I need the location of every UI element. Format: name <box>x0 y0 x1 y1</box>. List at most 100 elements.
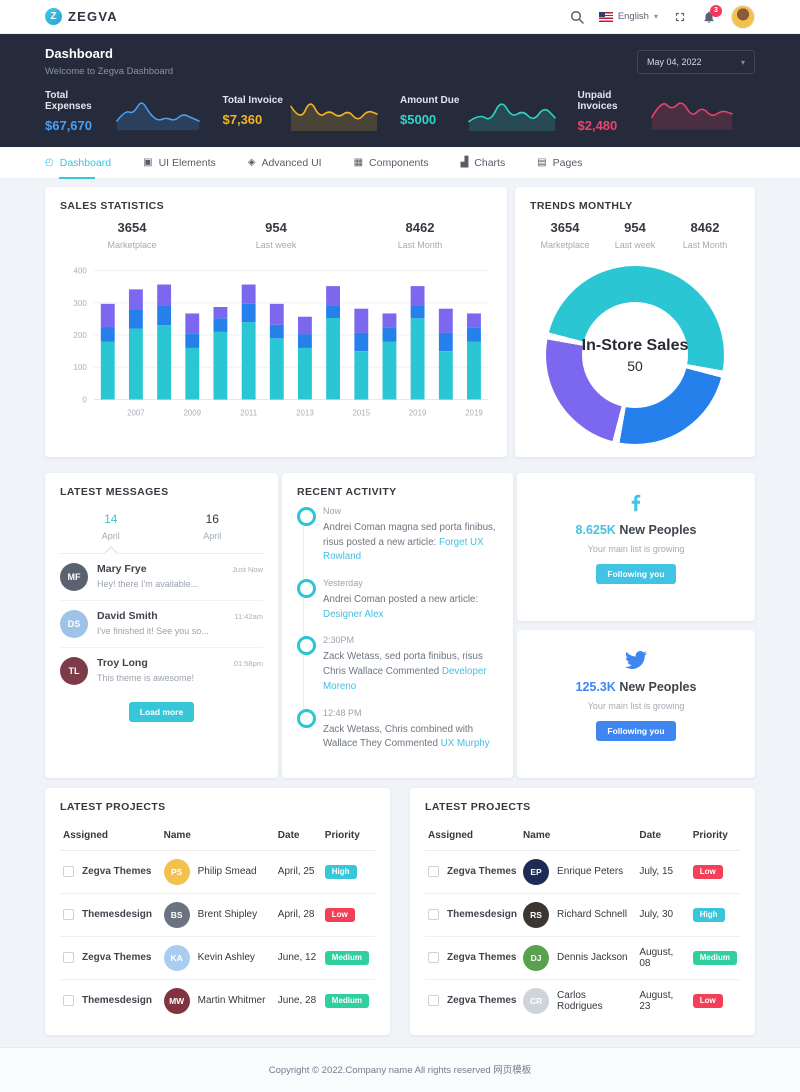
following-you-button[interactable]: Following you <box>596 720 676 741</box>
summary-value: 954 <box>265 220 287 235</box>
card-title: LATEST MESSAGES <box>60 486 169 498</box>
activity-link[interactable]: UX Murphy <box>440 738 490 750</box>
message-date-tab[interactable]: 16 April <box>162 512 264 541</box>
row-checkbox[interactable] <box>63 866 74 878</box>
activity-link[interactable]: Developer Moreno <box>323 666 487 692</box>
stat-label: Amount Due <box>400 95 460 106</box>
column-header: Priority <box>689 820 740 851</box>
message-preview: I've finished it! See you so... <box>97 626 209 636</box>
nav-tab[interactable]: ▣ UI Elements <box>143 147 216 178</box>
row-checkbox[interactable] <box>428 866 439 878</box>
twitter-card: 125.3K New Peoples Your main list is gro… <box>517 629 755 778</box>
nav-tab[interactable]: ▟ Charts <box>461 147 506 178</box>
row-checkbox[interactable] <box>428 909 439 921</box>
main-nav-tabs: ◴ Dashboard ▣ UI Elements ◈ Advanced UI … <box>0 147 800 179</box>
page-subtitle: Welcome to Zegva Dashboard <box>45 66 174 77</box>
avatar: RS <box>523 901 550 928</box>
ui-elements-icon: ▣ <box>143 157 153 168</box>
trends-monthly-card: TRENDS MONTHLY 3654 Marketplace 954 Last… <box>515 187 755 457</box>
brand-name: ZEGVA <box>68 9 118 24</box>
date-select[interactable]: May 04, 2022 ▾ <box>637 50 755 74</box>
stat-label: Total Expenses <box>45 89 92 112</box>
nav-tab[interactable]: ◴ Dashboard <box>45 147 111 179</box>
assigned-label: Zegva Themes <box>82 866 152 878</box>
priority-badge: High <box>692 907 725 922</box>
search-icon[interactable] <box>570 10 584 24</box>
svg-text:2019: 2019 <box>409 408 427 417</box>
message-list-item[interactable]: MF Mary Frye Just Now Hey! there I'm ava… <box>60 554 263 601</box>
facebook-card: 8.625K New Peoples Your main list is gro… <box>517 473 755 621</box>
priority-badge: Low <box>324 907 355 922</box>
row-checkbox[interactable] <box>63 909 74 921</box>
row-checkbox[interactable] <box>428 995 439 1007</box>
summary-value: 3654 <box>550 220 580 235</box>
svg-text:200: 200 <box>74 331 88 340</box>
table-row: Zegva Themes EP Enrique Peters July, 15 L… <box>425 849 740 894</box>
message-sender: David Smith <box>97 610 158 622</box>
notifications-bell[interactable]: 3 <box>702 4 722 24</box>
tab-day: 14 <box>104 512 118 526</box>
activity-text-body: Zack Wetass, sed porta finibus, risus Ch… <box>323 651 483 678</box>
advanced-ui-icon: ◈ <box>247 157 256 168</box>
assigned-label: Zegva Themes <box>82 952 152 964</box>
activity-text-body: Zack Wetass, Chris combined with Wallace… <box>323 723 474 750</box>
messages-list: MF Mary Frye Just Now Hey! there I'm ava… <box>60 554 263 694</box>
user-avatar[interactable] <box>731 4 755 29</box>
stat-sparkline-chart <box>116 102 201 131</box>
pages-icon: ▤ <box>537 157 547 168</box>
message-list-item[interactable]: TL Troy Long 01:58pm This theme is aweso… <box>60 648 263 694</box>
message-date-tab[interactable]: 14 April <box>60 512 162 541</box>
social-subtitle: Your main list is growing <box>587 544 685 554</box>
date-select-value: May 04, 2022 <box>647 57 702 67</box>
footer: Copyright © 2022.Company name All rights… <box>0 1046 800 1092</box>
load-more-button[interactable]: Load more <box>128 702 195 722</box>
activity-text-body: Andrei Coman posted a new article: <box>323 594 479 606</box>
activity-link[interactable]: Forget UX Rowland <box>323 536 484 563</box>
assigned-label: Zegva Themes <box>447 866 517 878</box>
card-title: SALES STATISTICS <box>60 200 165 212</box>
brand-logo[interactable]: Z ZEGVA <box>45 8 118 25</box>
summary-stat: 3654 Marketplace <box>530 220 600 250</box>
brand-logo-icon: Z <box>45 8 62 25</box>
summary-value: 3654 <box>117 220 147 235</box>
trends-donut-chart: In-Store Sales 50 <box>546 266 724 444</box>
svg-text:0: 0 <box>82 395 87 404</box>
summary-stat: 954 Last week <box>600 220 670 250</box>
copyright-text: Copyright © 2022.Company name All rights… <box>268 1064 532 1076</box>
activity-time: 2:30PM <box>323 635 355 646</box>
nav-tab[interactable]: ▦ Components <box>354 147 429 178</box>
fullscreen-icon[interactable] <box>673 10 687 24</box>
card-title: TRENDS MONTHLY <box>530 200 633 212</box>
message-list-item[interactable]: DS David Smith 11:42am I've finished it!… <box>60 601 263 648</box>
tab-month: April <box>101 531 120 541</box>
svg-text:2007: 2007 <box>127 408 145 417</box>
person-name: Carlos Rodrigues <box>557 989 603 1012</box>
activity-link[interactable]: Designer Alex <box>323 608 384 620</box>
social-stat-value: 8.625K <box>575 523 616 537</box>
avatar: MF <box>60 563 88 591</box>
row-checkbox[interactable] <box>63 952 74 964</box>
row-checkbox[interactable] <box>63 995 74 1007</box>
trends-summary: 3654 Marketplace 954 Last week 8462 Last… <box>530 220 740 250</box>
tab-label: Advanced UI <box>261 156 322 169</box>
column-header: Name <box>160 820 275 851</box>
nav-tab[interactable]: ▤ Pages <box>537 147 582 178</box>
row-checkbox[interactable] <box>428 952 439 964</box>
summary-stat: 8462 Last Month <box>348 220 492 250</box>
stat-sparkline-chart <box>290 103 378 131</box>
page-title: Dashboard <box>45 46 113 61</box>
summary-value: 8462 <box>690 220 720 235</box>
avatar: KA <box>163 944 190 971</box>
language-dropdown[interactable]: English ▾ <box>598 11 658 22</box>
dashboard-icon: ◴ <box>45 157 54 168</box>
card-title: LATEST PROJECTS <box>60 800 166 813</box>
activity-item: 2:30PM Zack Wetass, sed porta finibus, r… <box>297 635 498 709</box>
following-you-button[interactable]: Following you <box>596 564 676 584</box>
social-cards-column: 8.625K New Peoples Your main list is gro… <box>517 473 755 778</box>
summary-label: Last week <box>255 240 297 250</box>
nav-tab[interactable]: ◈ Advanced UI <box>248 147 322 178</box>
activity-text: Zack Wetass, sed porta finibus, risus Ch… <box>323 650 498 694</box>
stat-sparkline-chart <box>651 102 733 130</box>
svg-text:100: 100 <box>74 363 88 372</box>
latest-messages-card: LATEST MESSAGES 14 April 16 April MF <box>45 473 278 778</box>
